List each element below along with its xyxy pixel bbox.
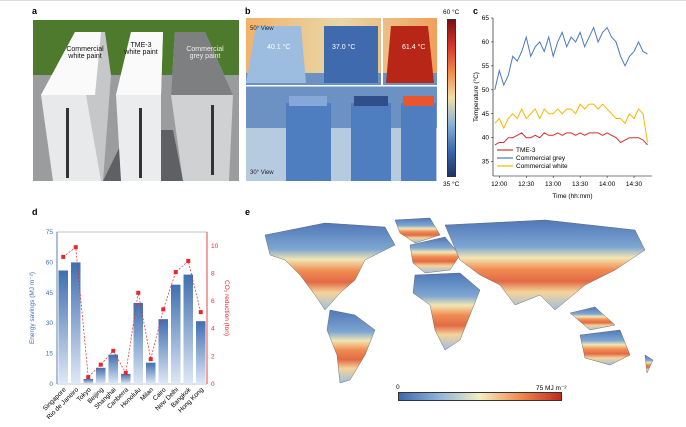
bar-shanghai (108, 354, 118, 384)
x-tick-label: 12:30 (518, 181, 535, 188)
thermal-colorbar (447, 19, 456, 177)
world-energy-savings-map (264, 217, 654, 384)
series-line-tme-3 (494, 132, 648, 146)
panel-label-a: a (32, 6, 38, 16)
photo-label-commercial-white: Commercial white paint (66, 46, 104, 60)
x-tick-label: 12:00 (491, 181, 508, 188)
y-axis-label: Temperature (°C) (472, 72, 480, 122)
thermal-view-top: 50° View (250, 26, 274, 32)
y2-tick-label: 0 (211, 381, 215, 388)
bar-milan (146, 362, 156, 384)
legend-label: Commercial white (516, 163, 568, 170)
y2-tick-label: 8 (211, 270, 215, 277)
photo-test-boxes (33, 20, 239, 181)
panel-label-e: e (245, 207, 251, 217)
bar-canberra (121, 373, 131, 384)
y-tick-label: 55 (482, 63, 490, 70)
map-colorbar (398, 392, 562, 401)
photo-label-commercial-grey: Commercial grey paint (186, 46, 224, 60)
y-tick-label: 50 (482, 87, 490, 94)
co2-marker (198, 310, 203, 315)
thermal-temp-commercial-white: 40.1 °C (267, 44, 291, 51)
bar-singapore (58, 270, 68, 384)
x-axis-label: Time (hh:mm) (552, 193, 592, 200)
bar-honolulu (133, 302, 143, 384)
bar-hong-kong (196, 321, 206, 384)
y-tick-label: 65 (482, 15, 490, 22)
y-tick-label: 0 (49, 381, 53, 388)
y-tick-label: 40 (482, 135, 490, 142)
co2-marker (111, 348, 116, 353)
bar-bangkok (183, 274, 193, 384)
y-tick-label: 75 (46, 229, 54, 236)
co2-marker (61, 254, 66, 259)
bar-tokyo (83, 378, 93, 384)
y-tick-label: 30 (46, 320, 54, 327)
bar-beijing (96, 367, 106, 384)
co2-marker (186, 259, 191, 264)
y2-axis-label: CO₂ reduction (ton) (223, 280, 230, 336)
co2-line (63, 246, 202, 378)
y-tick-label: 60 (482, 39, 490, 46)
panel-label-b: b (245, 6, 251, 16)
map-colorbar-min: 0 (396, 384, 400, 391)
y-tick-label: 45 (482, 111, 490, 118)
y2-tick-label: 6 (211, 298, 215, 305)
map-colorbar-max: 75 MJ m⁻² (536, 385, 567, 392)
thermal-temp-commercial-grey: 61.4 °C (402, 44, 426, 51)
co2-marker (136, 290, 141, 295)
thermal-view-bottom: 30° View (250, 170, 274, 176)
co2-marker (86, 375, 91, 380)
y-tick-label: 15 (46, 351, 54, 358)
y2-tick-label: 4 (211, 326, 215, 333)
thermal-colorbar-min: 35 °C (443, 181, 460, 188)
x-tick-label: 13:30 (572, 181, 589, 188)
y2-tick-label: 10 (211, 243, 219, 250)
bar-new-delhi (171, 284, 181, 384)
legend-label: Commercial grey (516, 155, 566, 162)
y-tick-label: 60 (46, 259, 54, 266)
x-tick-label: 13:00 (545, 181, 562, 188)
co2-marker (123, 370, 128, 375)
co2-marker (173, 270, 178, 275)
bar-cairo (158, 319, 168, 384)
series-line-commercial-white (494, 103, 649, 143)
y-axis-label: Energy savings (MJ m⁻²) (29, 272, 36, 344)
thermal-image (246, 18, 437, 181)
panel-label-d: d (32, 207, 38, 217)
co2-marker (73, 245, 78, 250)
legend-label: TME-3 (516, 147, 536, 154)
thermal-temp-tme3: 37.0 °C (332, 44, 356, 51)
temperature-line-chart: 35 40 45 50 55 60 65 12:00 12:30 13:00 13:30 14:00 1… (472, 15, 652, 200)
x-tick-label: 14:30 (626, 181, 643, 188)
co2-marker (161, 307, 166, 312)
thermal-colorbar-max: 60 °C (443, 9, 460, 16)
photo-label-tme3: TME-3 white paint (124, 42, 158, 56)
co2-marker (98, 362, 103, 367)
co2-marker (148, 357, 153, 362)
bar-rio-de-janeiro (71, 262, 81, 384)
x-tick-label: 14:00 (599, 181, 616, 188)
series-line-commercial-grey (494, 26, 648, 90)
panel-label-c: c (473, 6, 479, 16)
y-tick-label: 45 (46, 290, 54, 297)
y2-tick-label: 2 (211, 353, 215, 360)
y-tick-label: 35 (482, 159, 490, 166)
top-divider (0, 0, 686, 1)
